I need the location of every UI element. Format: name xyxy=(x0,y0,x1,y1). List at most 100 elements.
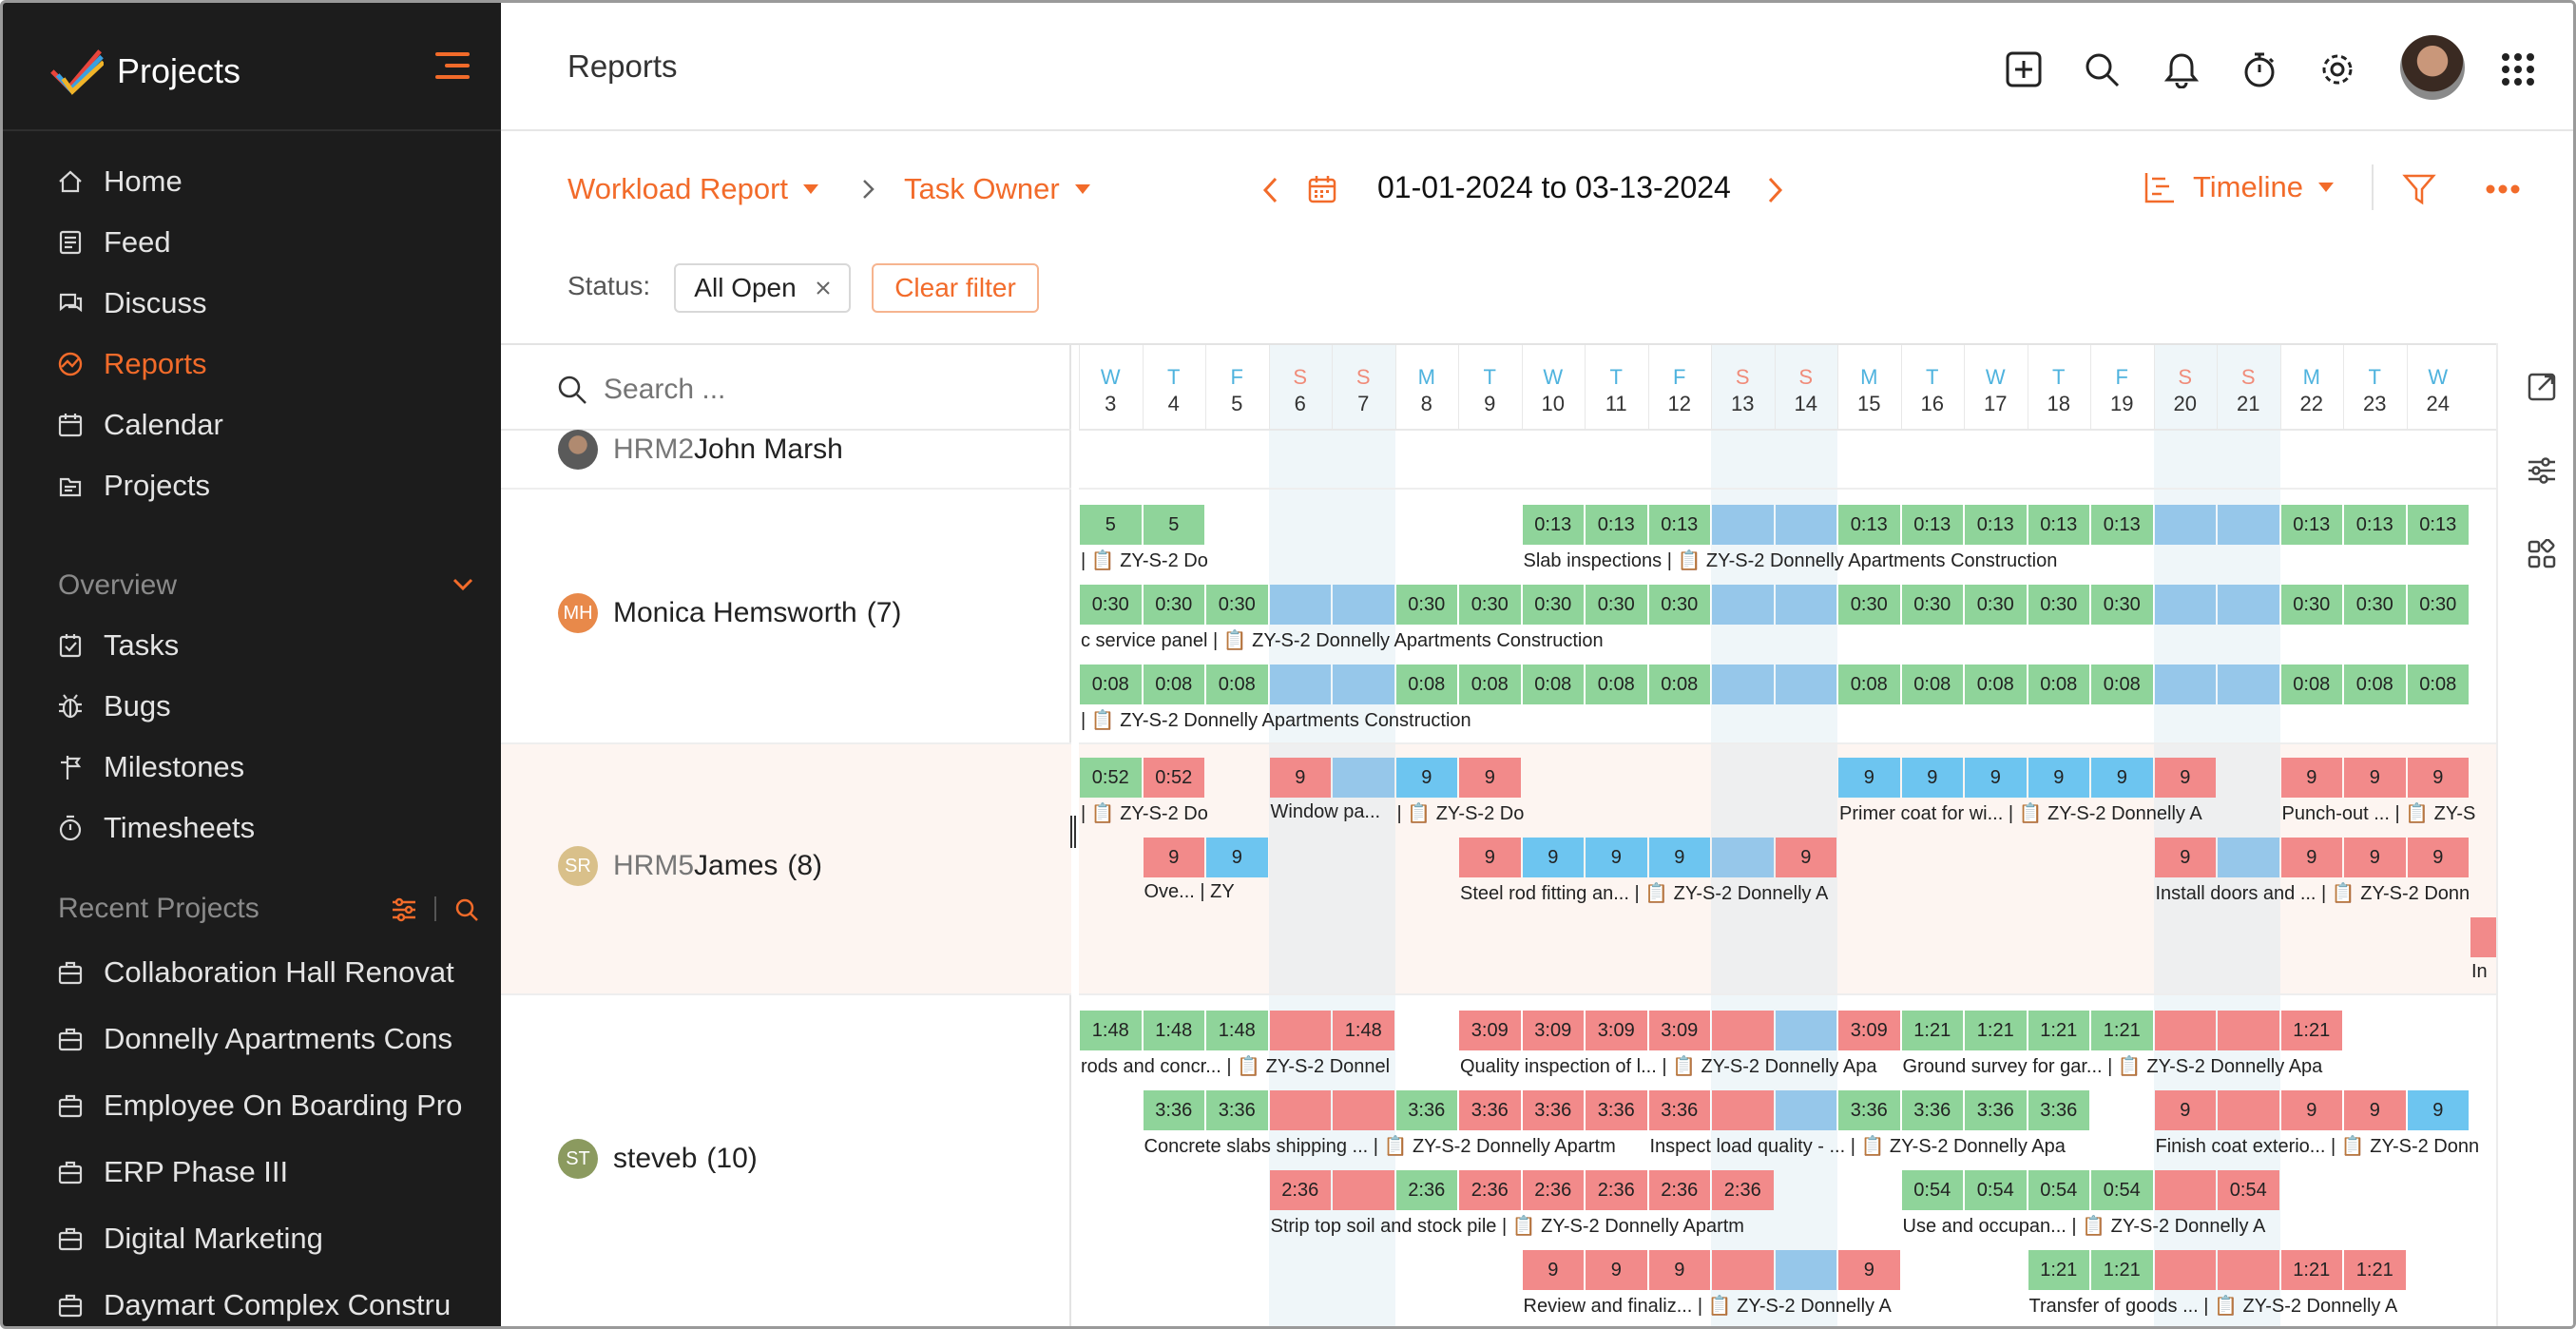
sidebar-item-home[interactable]: Home xyxy=(56,161,183,202)
workload-cell[interactable]: 9 xyxy=(2154,838,2216,877)
workload-cell[interactable] xyxy=(2154,664,2216,704)
task-caption[interactable]: | 📋 ZY-S-2 Do xyxy=(1081,550,1208,571)
task-caption[interactable]: Install doors and ... | 📋 ZY-S-2 Donn xyxy=(2155,883,2470,904)
workload-cell[interactable] xyxy=(1775,1250,1836,1290)
workload-cell[interactable]: 9 xyxy=(2280,838,2342,877)
workload-cell[interactable]: 0:54 xyxy=(2028,1170,2089,1210)
apps-grid-icon[interactable] xyxy=(2499,50,2537,88)
workload-cell[interactable] xyxy=(1712,505,1774,545)
workload-cell[interactable]: 3:09 xyxy=(1522,1011,1584,1050)
workload-cell[interactable]: 3:36 xyxy=(1901,1090,1963,1130)
workload-cell[interactable]: 0:08 xyxy=(1395,664,1457,704)
workload-cell[interactable]: 0:08 xyxy=(2407,664,2469,704)
task-caption[interactable]: Strip top soil and stock pile | 📋 ZY-S-2… xyxy=(1270,1216,1744,1237)
workload-cell[interactable]: 0:13 xyxy=(1522,505,1584,545)
workload-cell[interactable]: 3:36 xyxy=(2028,1090,2089,1130)
recent-project-item[interactable]: Digital Marketing xyxy=(56,1218,474,1260)
task-caption[interactable]: Transfer of goods ... | 📋 ZY-S-2 Donnell… xyxy=(2028,1296,2398,1317)
workload-cell[interactable] xyxy=(1333,664,1394,704)
sidebar-item-reports[interactable]: Reports xyxy=(56,343,207,385)
workload-cell[interactable]: 0:54 xyxy=(1965,1170,2027,1210)
workload-cell[interactable]: 0:30 xyxy=(1965,585,2027,625)
workload-cell[interactable]: 1:21 xyxy=(2091,1011,2153,1050)
task-caption[interactable]: | 📋 ZY-S-2 Donnelly Apartments Construct… xyxy=(1081,710,1471,731)
task-caption[interactable]: Slab inspections | 📋 ZY-S-2 Donnelly Apa… xyxy=(1523,550,2058,571)
workload-cell[interactable]: 0:08 xyxy=(1838,664,1900,704)
task-caption[interactable]: c service panel | 📋 ZY-S-2 Donnelly Apar… xyxy=(1081,630,1604,651)
workload-cell[interactable]: 9 xyxy=(2344,838,2406,877)
workload-cell[interactable] xyxy=(1712,838,1774,877)
chevron-down-icon[interactable] xyxy=(452,575,474,594)
workload-cell[interactable] xyxy=(1775,585,1836,625)
workload-cell[interactable]: 1:48 xyxy=(1080,1011,1142,1050)
workload-cell[interactable]: 2:36 xyxy=(1648,1170,1710,1210)
sidebar-item-projects[interactable]: Projects xyxy=(56,465,210,507)
workload-cell[interactable] xyxy=(1333,1170,1394,1210)
column-resize-handle[interactable] xyxy=(1068,816,1078,848)
workload-cell[interactable]: 0:52 xyxy=(1080,758,1142,798)
workload-cell[interactable]: 0:08 xyxy=(1965,664,2027,704)
recent-project-item[interactable]: ERP Phase III xyxy=(56,1151,474,1193)
recent-project-item[interactable]: Donnelly Apartments Cons xyxy=(56,1018,474,1060)
owner-row[interactable]: MH Monica Hemsworth (7) xyxy=(558,592,901,634)
workload-cell[interactable]: 0:13 xyxy=(2028,505,2089,545)
workload-cell[interactable]: 9 xyxy=(1143,838,1204,877)
overview-item-milestones[interactable]: Milestones xyxy=(56,746,244,788)
workload-cell[interactable]: 0:52 xyxy=(1143,758,1204,798)
workload-cell[interactable]: 0:13 xyxy=(2407,505,2469,545)
workload-cell[interactable] xyxy=(1712,1250,1774,1290)
workload-cell[interactable]: 0:08 xyxy=(2280,664,2342,704)
workload-cell[interactable]: 0:08 xyxy=(1648,664,1710,704)
workload-cell[interactable]: 0:13 xyxy=(1586,505,1647,545)
workload-cell[interactable]: 9 xyxy=(2154,758,2216,798)
task-caption[interactable]: Quality inspection of l... | 📋 ZY-S-2 Do… xyxy=(1460,1056,1877,1077)
widgets-icon[interactable] xyxy=(2527,539,2557,569)
search-icon[interactable] xyxy=(453,896,480,923)
workload-cell[interactable]: 9 xyxy=(2344,758,2406,798)
calendar-icon[interactable] xyxy=(1307,174,1337,204)
task-caption[interactable]: Punch-out ... | 📋 ZY-S xyxy=(2281,803,2476,824)
task-caption[interactable]: Primer coat for wi... | 📋 ZY-S-2 Donnell… xyxy=(1839,803,2202,824)
workload-cell[interactable] xyxy=(2218,664,2279,704)
workload-cell[interactable]: 0:54 xyxy=(2091,1170,2153,1210)
workload-cell[interactable]: 1:21 xyxy=(1901,1011,1963,1050)
workload-cell[interactable]: 9 xyxy=(1838,758,1900,798)
previous-range-icon[interactable] xyxy=(1261,176,1280,204)
workload-cell[interactable]: 1:21 xyxy=(2028,1250,2089,1290)
workload-cell[interactable]: 1:21 xyxy=(2091,1250,2153,1290)
workload-cell[interactable]: 0:08 xyxy=(1522,664,1584,704)
workload-cell[interactable]: 0:08 xyxy=(2344,664,2406,704)
task-caption[interactable]: Use and occupan... | 📋 ZY-S-2 Donnelly A xyxy=(1902,1216,2266,1237)
workload-cell[interactable]: 3:36 xyxy=(1838,1090,1900,1130)
workload-cell[interactable]: 0:08 xyxy=(1143,664,1204,704)
workload-cell[interactable]: 1:21 xyxy=(2280,1011,2342,1050)
workload-cell[interactable]: 0:08 xyxy=(2091,664,2153,704)
workload-cell[interactable] xyxy=(1712,585,1774,625)
workload-cell[interactable] xyxy=(2154,585,2216,625)
workload-cell[interactable]: 0:08 xyxy=(1586,664,1647,704)
workload-cell[interactable]: 0:30 xyxy=(2028,585,2089,625)
task-caption[interactable]: Concrete slabs shipping ... | 📋 ZY-S-2 D… xyxy=(1144,1136,1616,1157)
workload-cell[interactable]: 0:30 xyxy=(1838,585,1900,625)
workload-cell[interactable] xyxy=(2218,505,2279,545)
workload-cell[interactable]: 0:30 xyxy=(1901,585,1963,625)
gear-icon[interactable] xyxy=(2318,50,2356,88)
workload-cell[interactable]: 3:09 xyxy=(1838,1011,1900,1050)
next-range-icon[interactable] xyxy=(1765,176,1784,204)
workload-cell[interactable] xyxy=(2154,1170,2216,1210)
workload-cell[interactable] xyxy=(1269,664,1331,704)
filter-icon[interactable] xyxy=(2402,172,2436,206)
task-caption[interactable]: rods and concr... | 📋 ZY-S-2 Donnel xyxy=(1081,1056,1391,1077)
workload-cell[interactable]: 0:08 xyxy=(2028,664,2089,704)
workload-cell[interactable]: 0:30 xyxy=(2344,585,2406,625)
recent-project-item[interactable]: Employee On Boarding Pro xyxy=(56,1085,474,1127)
workload-cell[interactable]: 1:48 xyxy=(1333,1011,1394,1050)
workload-cell[interactable]: 0:30 xyxy=(2280,585,2342,625)
workload-cell[interactable] xyxy=(2218,1011,2279,1050)
workload-cell[interactable]: 0:30 xyxy=(2407,585,2469,625)
menu-toggle-icon[interactable] xyxy=(435,52,470,79)
workload-cell[interactable] xyxy=(2218,838,2279,877)
workload-cell[interactable]: 9 xyxy=(2407,1090,2469,1130)
workload-cell[interactable]: 3:36 xyxy=(1206,1090,1268,1130)
workload-cell[interactable]: 2:36 xyxy=(1712,1170,1774,1210)
